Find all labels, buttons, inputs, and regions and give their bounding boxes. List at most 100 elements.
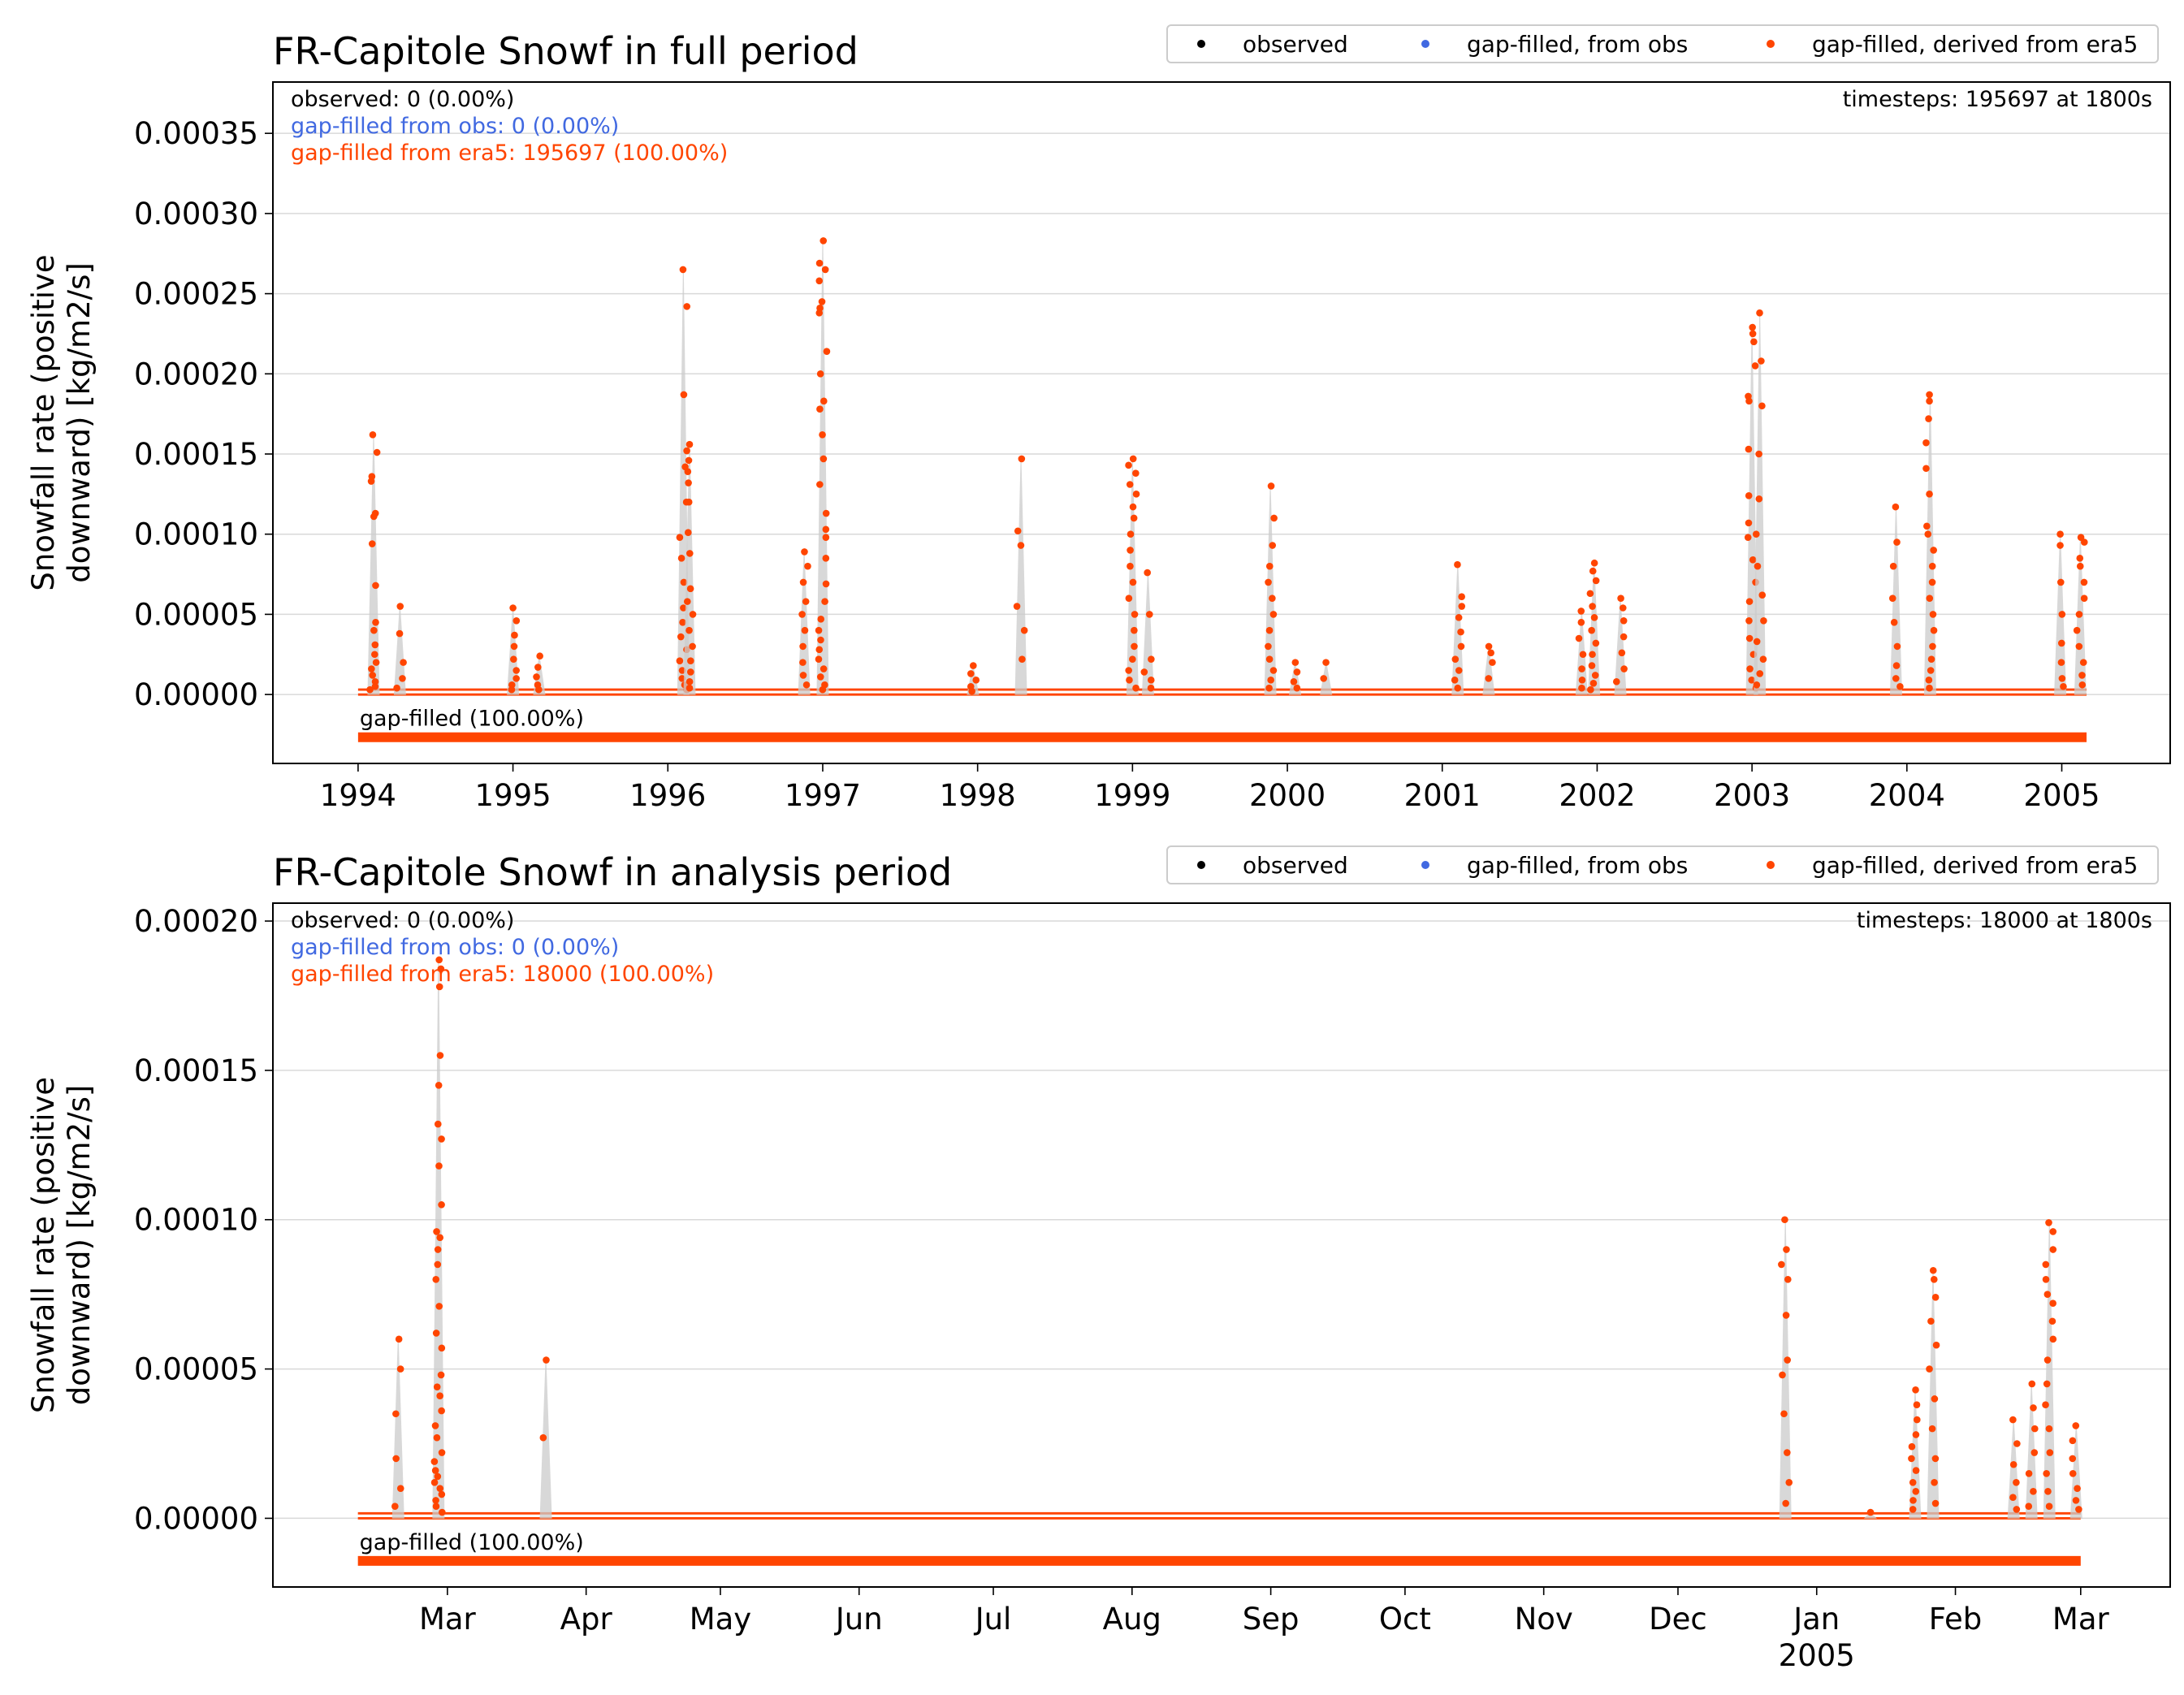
- data-point: [2079, 659, 2087, 666]
- data-point: [1778, 1260, 1785, 1269]
- data-point: [1588, 662, 1596, 669]
- data-point: [679, 618, 686, 626]
- data-point: [1589, 651, 1596, 659]
- data-point: [370, 512, 378, 521]
- data-point: [1129, 578, 1137, 586]
- data-point: [1265, 626, 1274, 634]
- data-point: [508, 685, 516, 694]
- data-point: [2025, 1469, 2033, 1477]
- data-point: [2009, 1416, 2017, 1424]
- data-point: [1267, 677, 1274, 684]
- data-point: [435, 1303, 443, 1310]
- data-point: [1020, 626, 1028, 634]
- data-point: [2043, 1380, 2051, 1388]
- data-point: [2013, 1479, 2020, 1486]
- data-point: [1588, 626, 1595, 634]
- data-point: [512, 617, 521, 625]
- data-point: [1458, 593, 1465, 600]
- data-point: [438, 1201, 445, 1209]
- data-point: [2072, 1422, 2080, 1429]
- data-point: [2028, 1380, 2036, 1388]
- data-point: [1753, 638, 1761, 646]
- data-point: [1293, 684, 1301, 692]
- data-point: [2030, 1449, 2039, 1456]
- data-point: [1147, 677, 1155, 684]
- data-point: [1924, 530, 1932, 538]
- data-point: [434, 1246, 442, 1253]
- data-point: [1132, 684, 1140, 692]
- data-point: [817, 616, 825, 623]
- data-point: [1926, 491, 1933, 498]
- data-point: [2045, 1219, 2052, 1226]
- data-point: [1129, 455, 1137, 463]
- data-point: [1909, 1479, 1917, 1486]
- data-point: [1781, 1216, 1788, 1224]
- data-point: [436, 1392, 443, 1399]
- data-point: [2009, 1494, 2017, 1501]
- data-point: [1930, 547, 1937, 554]
- data-point: [1893, 642, 1901, 651]
- x-tick-label: 1996: [629, 778, 706, 813]
- data-point: [1925, 677, 1933, 684]
- x-tick-label: 1998: [940, 778, 1016, 813]
- data-point: [2080, 595, 2088, 602]
- x-tick-label: 2003: [1714, 778, 1790, 813]
- axes-frame: [272, 902, 2171, 1588]
- data-point: [685, 684, 694, 692]
- y-tick-label: 0.00000: [134, 1501, 258, 1536]
- data-point: [395, 1335, 403, 1343]
- x-tick-label: Sep: [1243, 1602, 1300, 1637]
- burst-trace: [1909, 1390, 1922, 1519]
- data-point: [1760, 617, 1767, 625]
- y-tick-label: 0.00000: [134, 677, 258, 712]
- data-point: [1779, 1371, 1786, 1379]
- x-tick-label: Aug: [1103, 1602, 1161, 1637]
- data-point: [687, 657, 694, 664]
- data-point: [1129, 655, 1136, 663]
- data-point: [685, 626, 693, 634]
- annotation-gapfilled-obs: gap-filled from obs: 0 (0.00%): [291, 935, 619, 960]
- data-point: [822, 509, 830, 517]
- data-point: [1784, 1275, 1792, 1283]
- data-point: [1925, 415, 1932, 422]
- data-point: [1929, 642, 1936, 651]
- data-point: [686, 585, 694, 593]
- data-point: [1784, 1449, 1791, 1456]
- legend-marker: [1197, 861, 1205, 869]
- data-point: [1130, 514, 1138, 522]
- data-point: [1131, 626, 1138, 634]
- data-point: [2046, 1449, 2054, 1456]
- data-point: [367, 478, 375, 485]
- data-point: [2044, 1488, 2052, 1495]
- data-point: [1269, 542, 1277, 549]
- data-point: [437, 1371, 445, 1379]
- data-point: [2042, 1260, 2050, 1269]
- data-point: [371, 651, 378, 659]
- data-point: [2056, 530, 2064, 538]
- data-point: [543, 1356, 550, 1364]
- data-point: [509, 604, 517, 612]
- burst-trace: [1141, 573, 1154, 695]
- data-point: [1132, 469, 1140, 477]
- data-point: [1014, 527, 1022, 535]
- burst-trace: [1923, 394, 1936, 695]
- data-point: [1125, 595, 1133, 602]
- data-point: [1909, 1497, 1917, 1504]
- burst-trace: [1779, 1219, 1792, 1519]
- data-point: [683, 303, 691, 310]
- x-tick-label: 1999: [1094, 778, 1170, 813]
- data-point: [393, 684, 400, 692]
- data-point: [1620, 665, 1628, 672]
- data-point: [815, 259, 824, 267]
- data-point: [1132, 491, 1140, 498]
- data-point: [1745, 445, 1753, 453]
- data-point: [400, 659, 407, 666]
- data-point: [2058, 675, 2066, 682]
- data-point: [1783, 1246, 1790, 1253]
- data-point: [1929, 611, 1937, 618]
- legend-marker: [1421, 40, 1429, 48]
- y-axis-label-line: Snowfall rate (positive: [26, 1077, 61, 1413]
- data-point: [511, 631, 518, 639]
- data-point: [815, 277, 824, 285]
